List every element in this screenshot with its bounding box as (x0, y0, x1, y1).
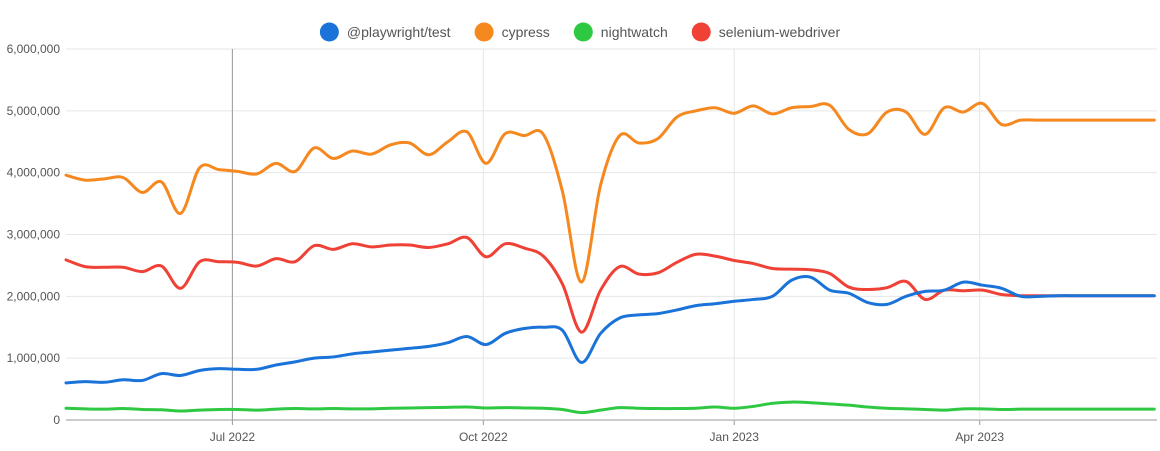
y-tick-label: 3,000,000 (7, 228, 61, 242)
series-line-cypress (64, 101, 1156, 284)
y-tick-label: 6,000,000 (7, 42, 61, 56)
y-tick-label: 2,000,000 (7, 289, 61, 303)
series-layer (64, 101, 1156, 415)
x-tick-label: Apr 2023 (955, 430, 1004, 444)
legend: @playwright/test cypress nightwatch seleniu… (319, 22, 841, 42)
legend-swatch-icon (573, 22, 593, 42)
legend-swatch-icon (474, 22, 494, 42)
legend-item-selenium-webdriver[interactable]: selenium-webdriver (691, 22, 841, 42)
series-line-playwright-test (64, 275, 1156, 385)
legend-label: @playwright/test (347, 24, 451, 40)
y-tick-label: 4,000,000 (7, 166, 61, 180)
x-tick-label: Jul 2022 (210, 430, 256, 444)
series-line-nightwatch (64, 400, 1156, 415)
x-tick-label: Jan 2023 (710, 430, 760, 444)
y-tick-label: 0 (53, 413, 60, 427)
y-tick-label: 1,000,000 (7, 351, 61, 365)
legend-item-cypress[interactable]: cypress (474, 22, 550, 42)
series-line-selenium-webdriver (64, 235, 1156, 334)
x-tick-label: Oct 2022 (459, 430, 508, 444)
legend-label: selenium-webdriver (719, 24, 841, 40)
grid-layer (66, 48, 1157, 421)
legend-item-nightwatch[interactable]: nightwatch (573, 22, 668, 42)
legend-label: cypress (502, 24, 550, 40)
legend-swatch-icon (691, 22, 711, 42)
legend-swatch-icon (319, 22, 339, 42)
y-tick-label: 5,000,000 (7, 104, 61, 118)
legend-label: nightwatch (601, 24, 668, 40)
legend-item-playwright-test[interactable]: @playwright/test (319, 22, 451, 42)
axis-layer: 0 1,000,000 2,000,000 3,000,000 4,000,000 5,0… (7, 42, 1005, 444)
